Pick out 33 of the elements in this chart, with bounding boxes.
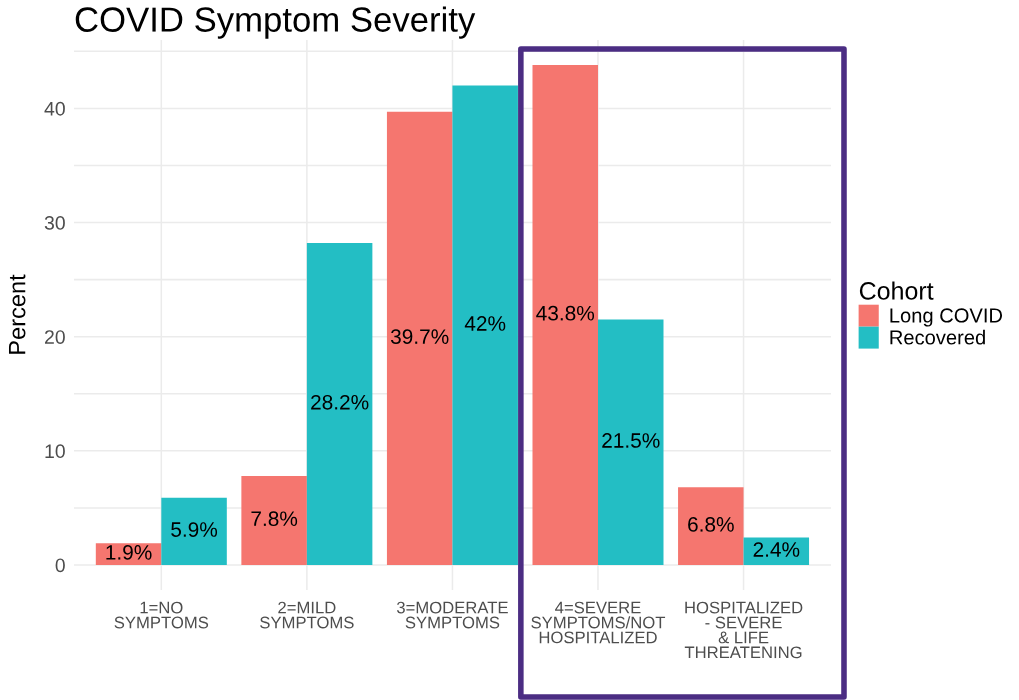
data-label: 5.9%	[171, 522, 218, 537]
y-tick-label: 10	[45, 444, 65, 459]
legend-title: Cohort	[859, 281, 934, 300]
x-tick-label: 4=SEVERE SYMPTOMS/NOT HOSPITALIZED	[531, 601, 666, 644]
data-label: 43.8%	[536, 305, 595, 321]
data-label: 42%	[464, 316, 506, 331]
data-label: 1.9%	[106, 544, 152, 560]
data-label: 2.4%	[753, 542, 800, 557]
x-tick-label: 1=NO SYMPTOMS	[114, 601, 209, 629]
bar	[386, 111, 453, 565]
bar	[678, 487, 744, 565]
bar	[241, 475, 307, 565]
data-label: 6.8%	[688, 517, 734, 532]
bar	[161, 497, 227, 565]
y-tick-label: 20	[45, 330, 65, 344]
data-label: 28.2%	[311, 394, 369, 410]
bar	[532, 65, 598, 565]
chart-title: COVID Symptom Severity	[75, 6, 476, 39]
x-tick-label: 3=MODERATE SYMPTOMS	[396, 601, 508, 629]
data-label: 21.5%	[602, 433, 660, 448]
bar	[598, 319, 664, 565]
y-axis-title: Percent	[8, 274, 26, 354]
y-tick-label: 30	[44, 216, 65, 230]
bar	[452, 85, 518, 565]
legend-label: Long COVID	[890, 308, 1003, 327]
data-label: 39.7%	[390, 329, 449, 344]
bar	[306, 243, 373, 565]
x-tick-label: HOSPITALIZED - SEVERE & LIFE THREATENING	[684, 601, 803, 659]
y-tick-label: 0	[55, 558, 65, 573]
x-tick-label: 2=MILD SYMPTOMS	[260, 601, 354, 629]
legend-label: Recovered	[890, 329, 985, 345]
y-tick-label: 40	[44, 101, 65, 116]
data-label: 7.8%	[251, 511, 298, 527]
